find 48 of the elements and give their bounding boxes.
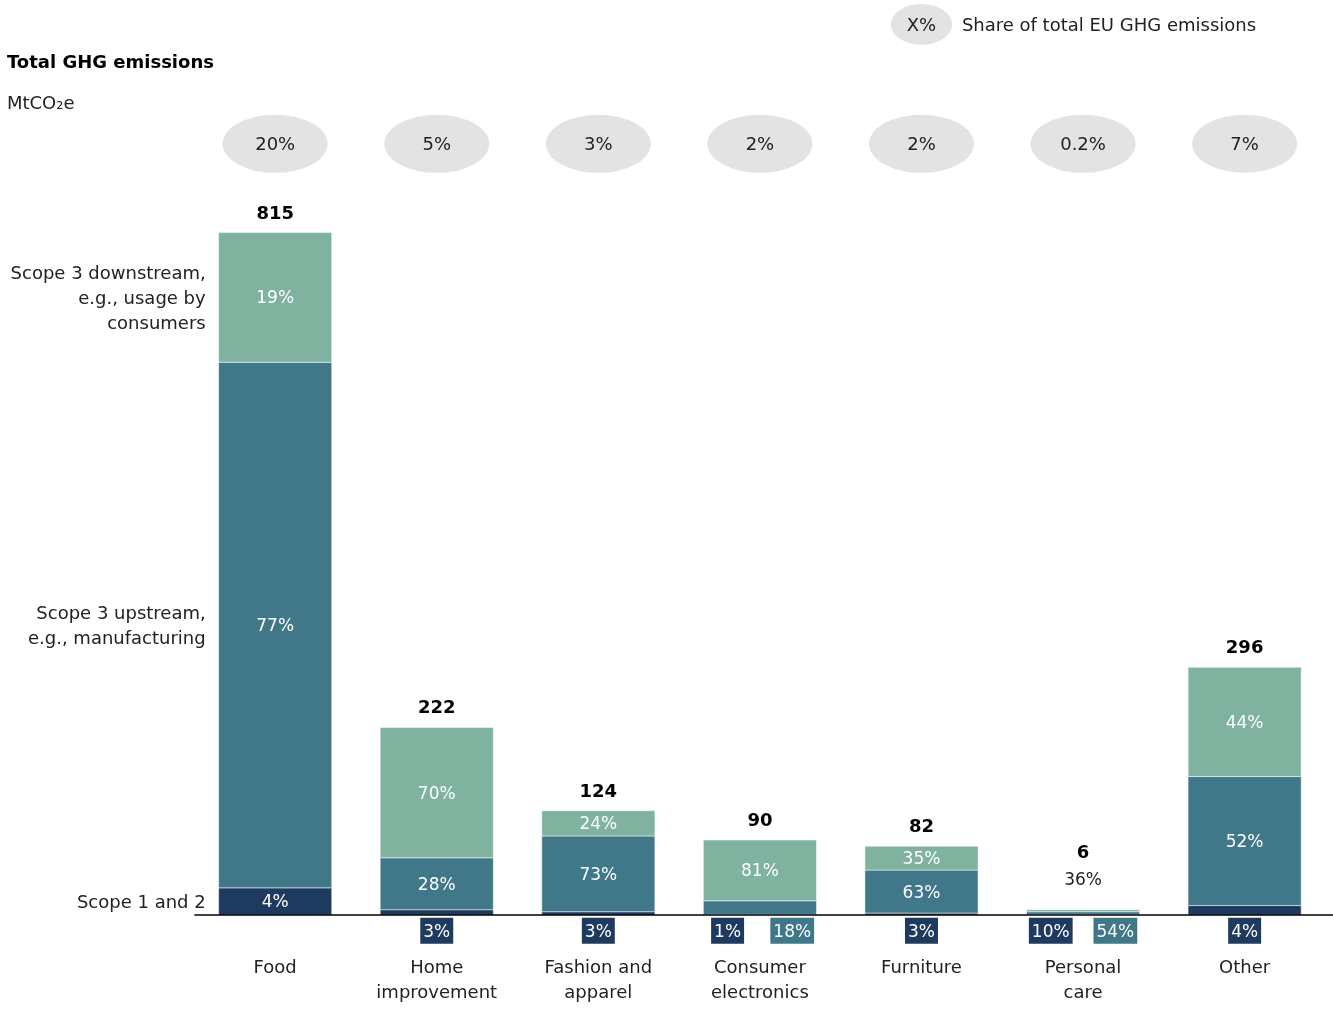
text: 54% <box>1096 920 1135 941</box>
text: 2% <box>745 133 775 155</box>
text: MtCO₂e <box>6 92 75 114</box>
text: 3% <box>423 920 451 941</box>
annotation: 90 <box>747 809 773 831</box>
annotation: 124 <box>579 779 618 801</box>
annotation: 19% <box>256 287 295 308</box>
x-tick-label: Fashion and apparel <box>544 956 653 1003</box>
annotation: 4% <box>261 891 289 912</box>
text: 5% <box>422 133 452 155</box>
text: X% Share of total EU GHG emissions <box>906 13 1257 35</box>
annotation: 24% <box>579 813 618 834</box>
x-tick-label: Home improvement <box>376 956 498 1003</box>
annotation: 44% <box>1225 711 1264 732</box>
annotation: 52% <box>1225 831 1264 852</box>
annotation: 73% <box>579 863 618 884</box>
x-tick-label: Other <box>1219 956 1271 978</box>
text: 3% <box>584 133 613 155</box>
annotation: 70% <box>417 782 456 803</box>
chart-title: Total GHG emissions <box>6 51 214 73</box>
annotation: 82 <box>908 815 935 837</box>
annotation: 296 <box>1225 636 1264 658</box>
annotation: 81% <box>741 860 779 881</box>
text: 4% <box>1231 920 1259 941</box>
annotation: 35% <box>902 848 941 869</box>
annotation: 222 <box>417 696 456 718</box>
annotation: 28% <box>417 873 456 894</box>
annotation: 63% <box>902 881 941 902</box>
x-tick-label: Personal care <box>1044 956 1122 1003</box>
text: 20% <box>255 133 296 155</box>
text: 10% <box>1031 920 1070 941</box>
text: 18% <box>773 920 812 941</box>
annotation: 6 <box>1076 841 1090 863</box>
x-tick-label: Food <box>253 956 297 978</box>
text: 1% <box>714 920 742 941</box>
text: 3% <box>584 920 612 941</box>
series-label: Scope 3 downstream, e.g., usage by consumers <box>10 261 207 334</box>
x-tick-label: Consumer electronics <box>711 956 809 1003</box>
annotation: 77% <box>256 615 295 636</box>
series-label: Scope 3 upstream, e.g., manufacturing <box>27 601 206 649</box>
text: 3% <box>908 920 935 941</box>
text: 7% <box>1230 133 1259 155</box>
text: 815 <box>256 201 294 223</box>
annotation: 36% <box>1064 868 1102 889</box>
text: 2% <box>907 133 936 155</box>
text: 0.2% <box>1060 133 1106 155</box>
series-label: Scope 1 and 2 <box>76 890 206 912</box>
x-tick-label: Furniture <box>881 956 962 978</box>
